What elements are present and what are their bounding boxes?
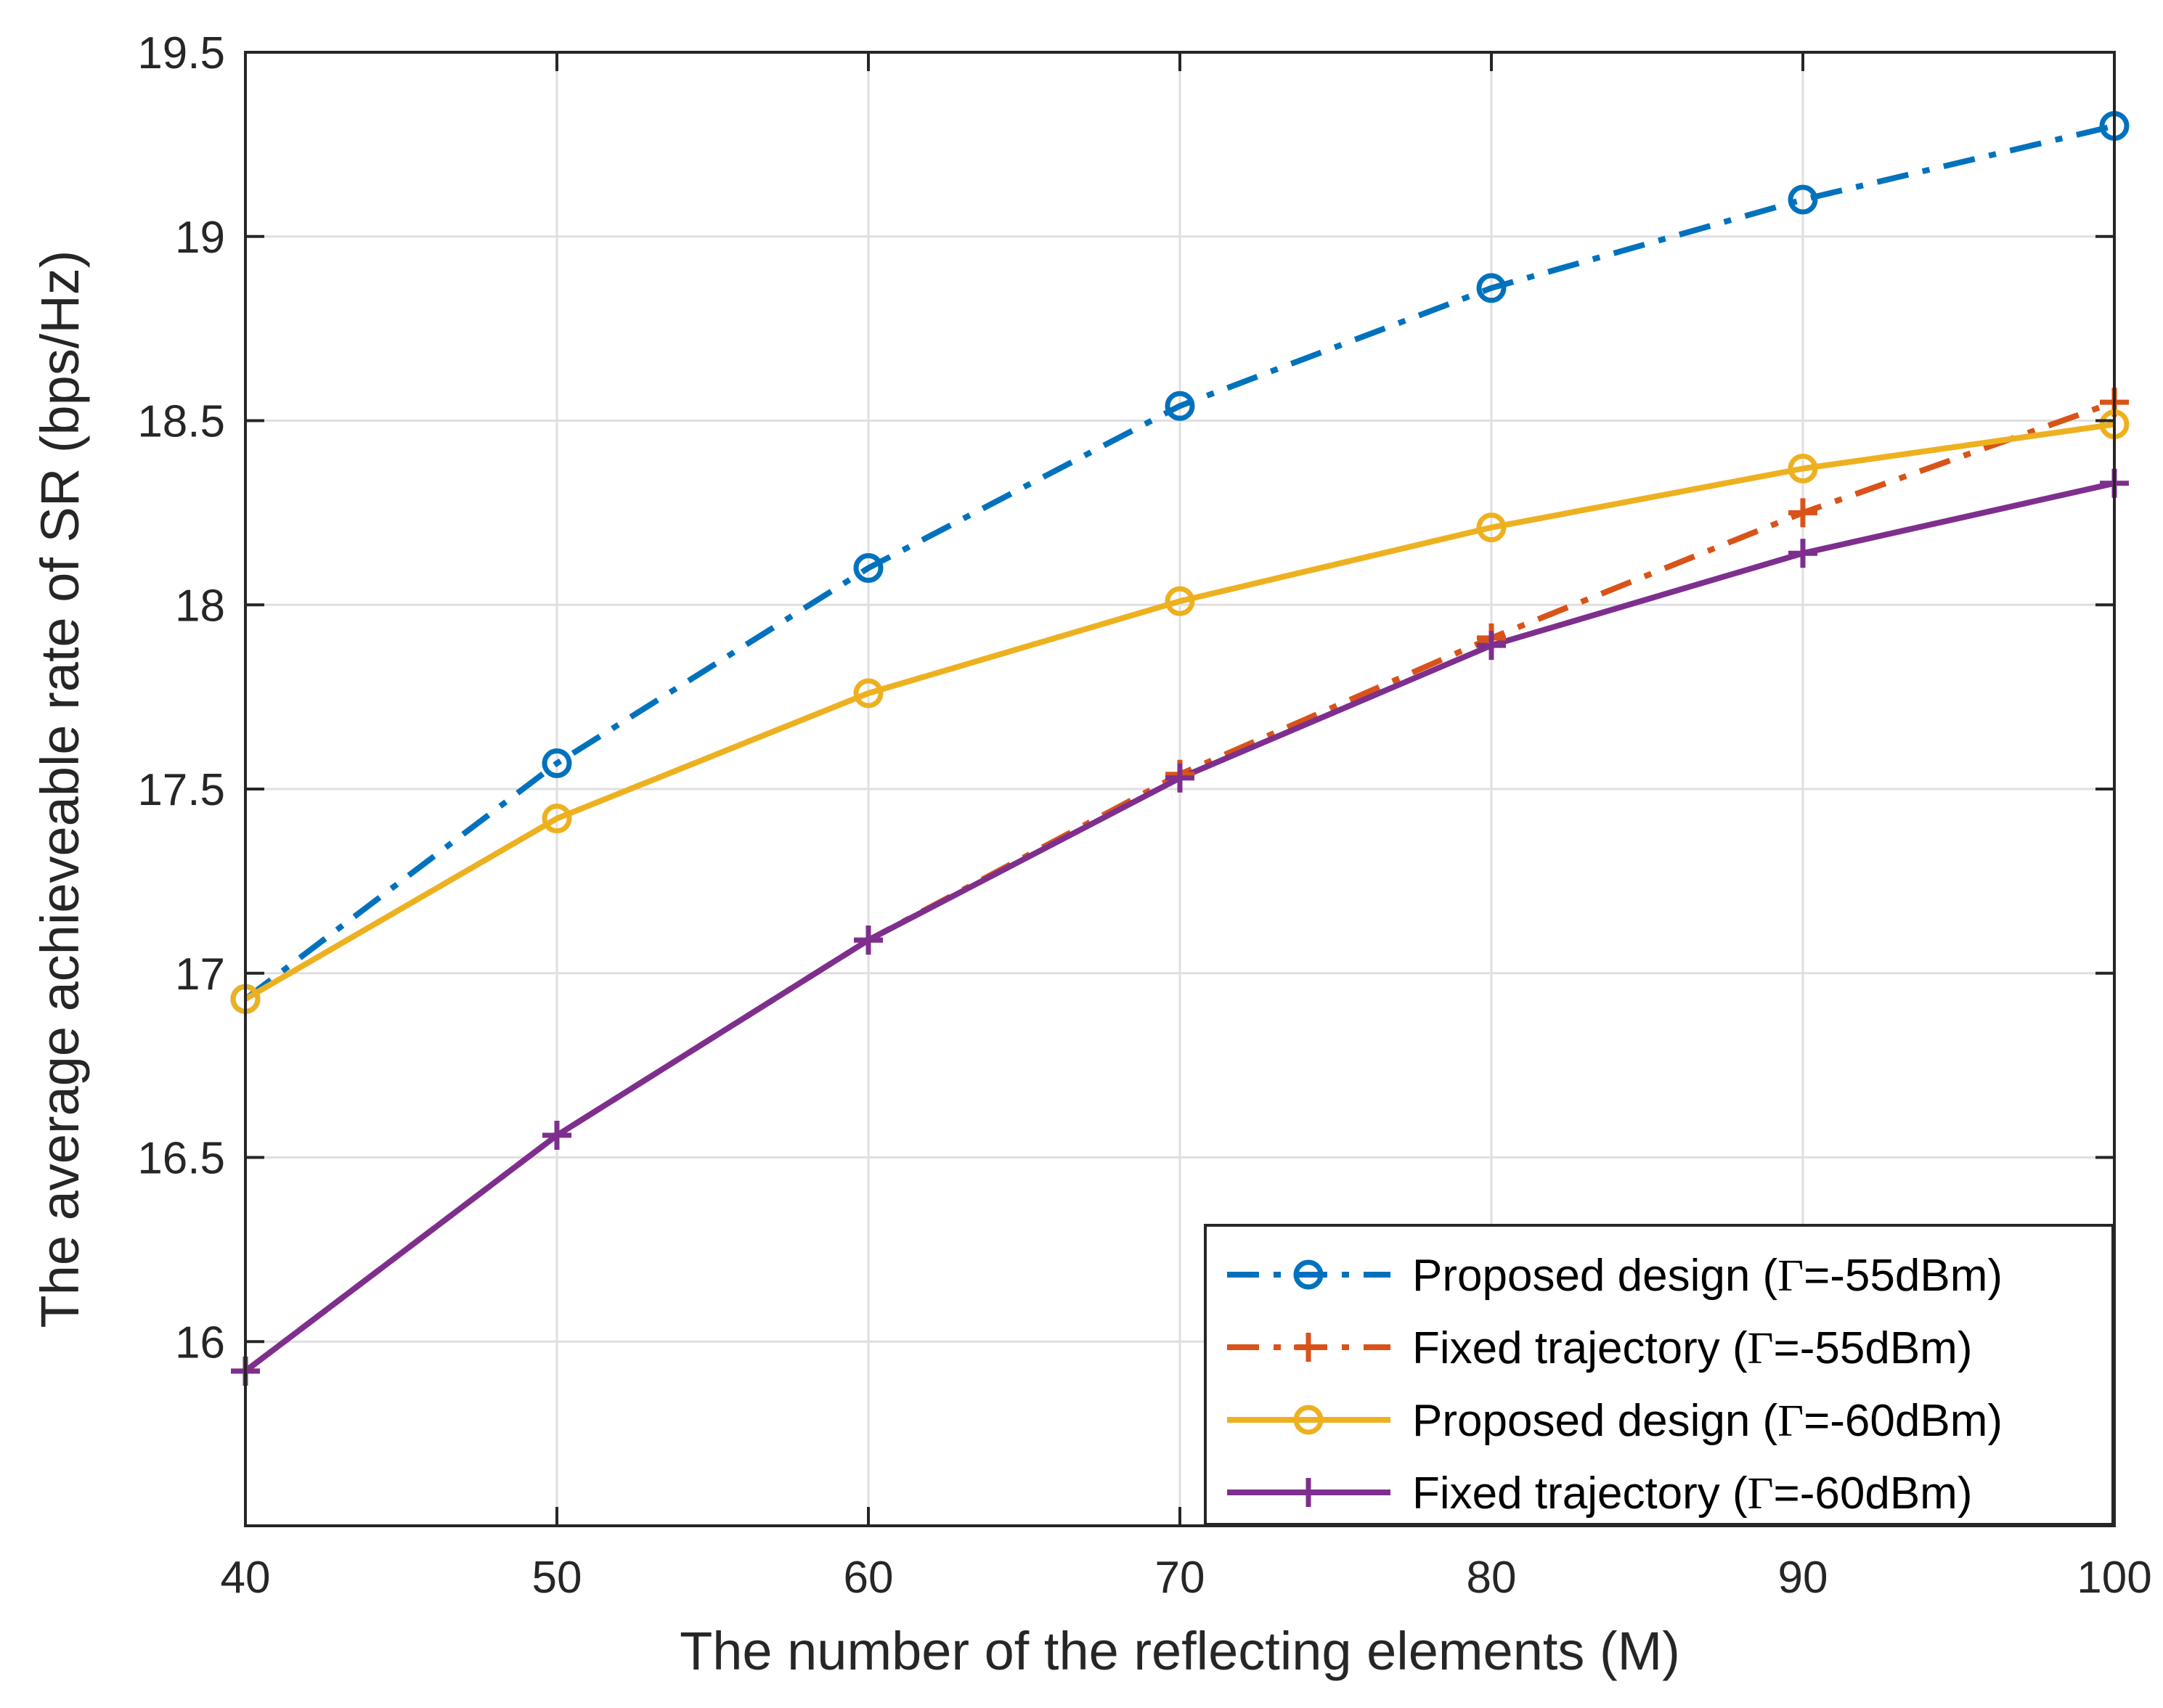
legend-marker-2 xyxy=(1293,1405,1324,1435)
legend-label-0: Proposed design (Γ=-55dBm) xyxy=(1412,1251,2003,1301)
y-tick-label: 19.5 xyxy=(137,28,225,78)
legend-box xyxy=(1204,1224,2114,1526)
data-point-s3-2 xyxy=(854,925,883,955)
data-point-s0-4 xyxy=(1476,273,1507,303)
data-point-s2-5 xyxy=(1788,453,1818,483)
legend-label-suffix: =-55dBm) xyxy=(1774,1323,1973,1373)
legend-label-prefix: Fixed trajectory ( xyxy=(1412,1468,1748,1519)
data-point-s0-3 xyxy=(1165,391,1195,421)
legend: Proposed design (Γ=-55dBm)Fixed trajecto… xyxy=(1204,1224,2114,1526)
data-point-s3-1 xyxy=(542,1121,571,1151)
y-tick-label: 18 xyxy=(175,581,225,631)
legend-label-gamma: Γ xyxy=(1748,1324,1774,1373)
legend-label-gamma: Γ xyxy=(1748,1469,1774,1519)
legend-marker-1 xyxy=(1294,1333,1323,1362)
legend-label-2: Proposed design (Γ=-60dBm) xyxy=(1412,1396,2003,1446)
series-line-0 xyxy=(243,123,2115,1002)
legend-label-suffix: =-60dBm) xyxy=(1804,1396,2003,1446)
legend-label-prefix: Fixed trajectory ( xyxy=(1412,1323,1748,1373)
legend-marker-3 xyxy=(1294,1478,1323,1507)
y-tick-label: 19 xyxy=(175,213,225,263)
y-tick-label: 18.5 xyxy=(137,397,225,447)
x-tick-label: 90 xyxy=(1778,1553,1828,1603)
y-tick-label: 16 xyxy=(175,1317,225,1368)
x-tick-label: 70 xyxy=(1155,1553,1205,1603)
legend-label-suffix: =-55dBm) xyxy=(1804,1251,2003,1301)
axis-ticks xyxy=(244,51,2116,1526)
legend-label-3: Fixed trajectory (Γ=-60dBm) xyxy=(1412,1468,1972,1519)
x-tick-label: 100 xyxy=(2077,1553,2151,1603)
data-point-s3-5 xyxy=(1788,539,1817,568)
legend-label-gamma: Γ xyxy=(1777,1251,1804,1301)
series-line-2 xyxy=(243,421,2115,1002)
data-point-s2-3 xyxy=(1165,586,1195,616)
x-tick-label: 50 xyxy=(532,1553,582,1603)
data-point-s1-5 xyxy=(1788,498,1817,528)
tick-labels: 40 50 60 70 80 90 100 16 16.5 17 17.5 18 18.5 19 19.5 xyxy=(137,28,2151,1603)
legend-label-gamma: Γ xyxy=(1777,1397,1804,1446)
y-axis-label: The average achieveable rate of SR (bps/… xyxy=(30,250,90,1328)
data-point-s0-5 xyxy=(1788,184,1818,215)
y-tick-label: 17.5 xyxy=(137,765,225,815)
x-tick-label: 60 xyxy=(844,1553,894,1603)
data-point-s2-2 xyxy=(853,678,884,708)
data-point-s0-1 xyxy=(542,748,572,778)
y-tick-label: 16.5 xyxy=(137,1134,225,1184)
legend-label-suffix: =-60dBm) xyxy=(1774,1468,1973,1519)
data-point-s3-3 xyxy=(1165,763,1194,793)
data-point-s2-1 xyxy=(542,804,572,834)
legend-label-prefix: Proposed design ( xyxy=(1412,1251,1778,1301)
legend-marker-0 xyxy=(1293,1259,1324,1290)
x-tick-label: 80 xyxy=(1467,1553,1517,1603)
data-point-s3-4 xyxy=(1477,631,1506,661)
x-axis-label: The number of the reflecting elements (M… xyxy=(680,1621,1680,1681)
data-point-s2-4 xyxy=(1476,512,1507,543)
legend-label-prefix: Proposed design ( xyxy=(1412,1396,1778,1446)
y-tick-label: 17 xyxy=(175,949,225,1000)
data-point-s0-2 xyxy=(853,553,884,583)
x-tick-label: 40 xyxy=(221,1553,271,1603)
legend-label-1: Fixed trajectory (Γ=-55dBm) xyxy=(1412,1323,1972,1373)
